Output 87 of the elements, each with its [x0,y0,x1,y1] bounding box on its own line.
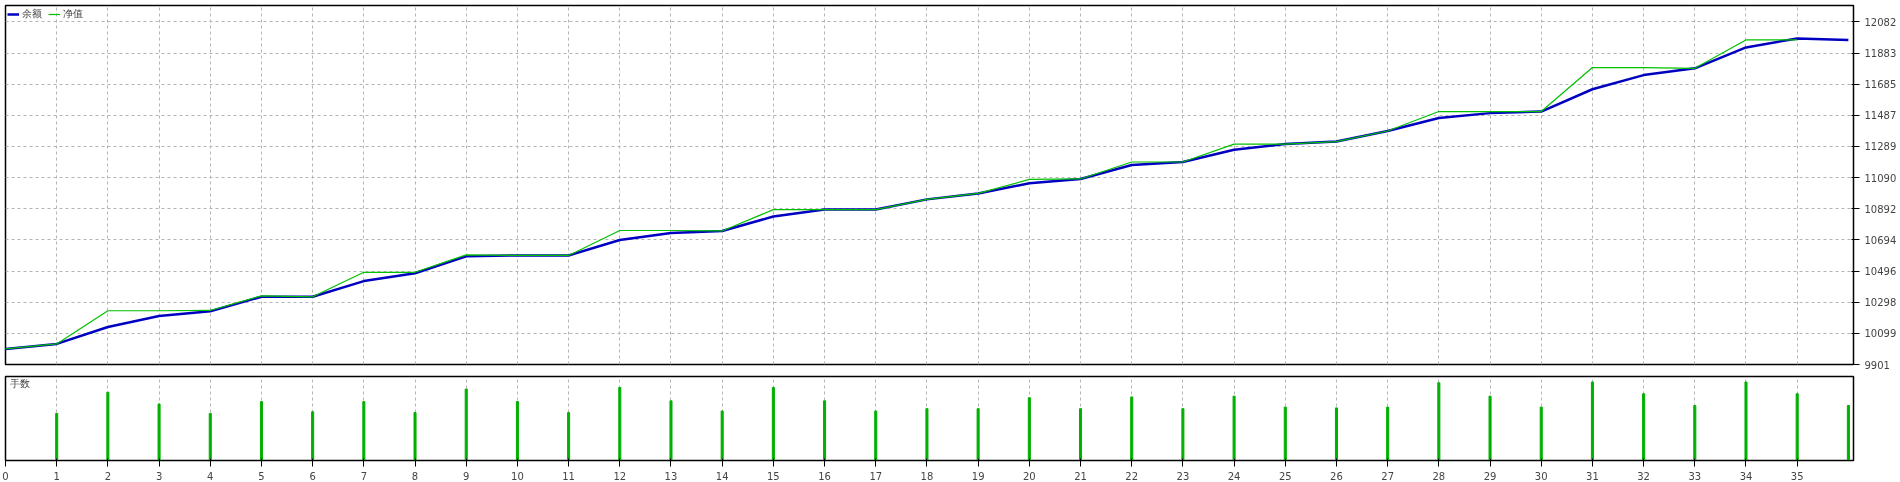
bar [1334,407,1338,461]
bar [464,388,468,461]
bar [567,412,571,461]
x-tick-label: 32 [1637,470,1650,482]
bar [1078,408,1083,461]
x-tick-label: 23 [1176,470,1190,482]
x-tick-label: 6 [309,470,316,482]
y-tick-label: 11883 [1864,48,1897,60]
x-tick-label: 21 [1074,470,1087,482]
x-tick-label: 16 [818,470,831,482]
bar [208,412,212,461]
y-tick-label: 10298 [1864,297,1897,309]
x-tick-label: 13 [664,470,678,482]
x-tick-label: 31 [1586,470,1599,482]
bar [1181,408,1185,461]
y-tick-label: 10496 [1864,266,1897,278]
bar [1693,405,1697,461]
x-tick-label: 3 [155,470,163,482]
x-tick-label: 8 [411,470,419,482]
y-tick-label: 12082 [1864,16,1897,28]
bar [720,410,724,461]
y-tick-label: 11090 [1864,172,1897,184]
bar [1283,406,1287,461]
bar [1130,396,1134,461]
x-tick-label: 10 [511,470,524,482]
bar [669,400,673,461]
bar [55,412,59,461]
bar [106,391,110,461]
x-tick-label: 1 [53,470,60,482]
bar [157,403,161,461]
x-tick-label: 27 [1381,470,1395,482]
chart-title: 手数 [9,377,30,389]
x-tick-label: 19 [971,470,985,482]
y-tick-label: 9901 [1864,359,1890,371]
x-tick-label: 20 [1022,470,1036,482]
bar [259,401,263,461]
x-tick-label: 28 [1432,470,1446,482]
bar [1744,381,1748,461]
legend-label: 净值 [63,7,83,21]
x-tick-label: 12 [613,470,627,482]
x-tick-label: 34 [1739,470,1753,482]
x-tick-label: 4 [207,470,214,482]
bar [1539,406,1543,461]
x-tick-label: 18 [920,470,934,482]
bar [618,386,622,461]
x-tick-label: 2 [104,470,112,482]
y-tick-label: 10892 [1864,203,1897,215]
bar [1846,405,1850,461]
x-tick-label: 33 [1688,470,1702,482]
x-tick-label: 14 [715,470,729,482]
y-tick-label: 10099 [1864,328,1897,340]
x-tick-label: 24 [1227,470,1241,482]
bar [1437,382,1441,461]
bar [1386,406,1390,461]
y-tick-label: 11289 [1864,141,1897,153]
x-tick-label: 15 [767,470,780,482]
bar [1795,393,1799,461]
x-tick-label: 25 [1278,470,1292,482]
bar [413,412,417,461]
bar [874,410,878,461]
y-tick-label: 10694 [1864,234,1897,246]
bar [823,400,827,461]
x-tick-label: 9 [463,470,470,482]
x-tick-label: 11 [562,470,575,482]
bar [1488,395,1492,461]
bar [1642,393,1646,461]
legend-label: 余额 [22,7,42,21]
bar [771,386,775,461]
x-tick-label: 35 [1790,470,1804,482]
bar [1027,397,1031,461]
y-tick-label: 11685 [1864,79,1897,91]
y-tick-label: 11487 [1864,110,1897,122]
x-tick-label: 26 [1330,470,1343,482]
x-tick-label: 17 [869,470,883,482]
bar [362,401,366,461]
x-tick-label: 29 [1483,470,1497,482]
bar [515,401,519,461]
bar [311,411,315,461]
bar [925,408,929,461]
x-tick-label: 0 [2,470,9,482]
bar [976,408,980,461]
bar [1232,395,1236,461]
bar [1590,381,1594,461]
x-tick-label: 22 [1125,470,1139,482]
x-tick-label: 30 [1534,470,1548,482]
x-tick-label: 5 [258,470,265,482]
x-tick-label: 7 [360,470,368,482]
